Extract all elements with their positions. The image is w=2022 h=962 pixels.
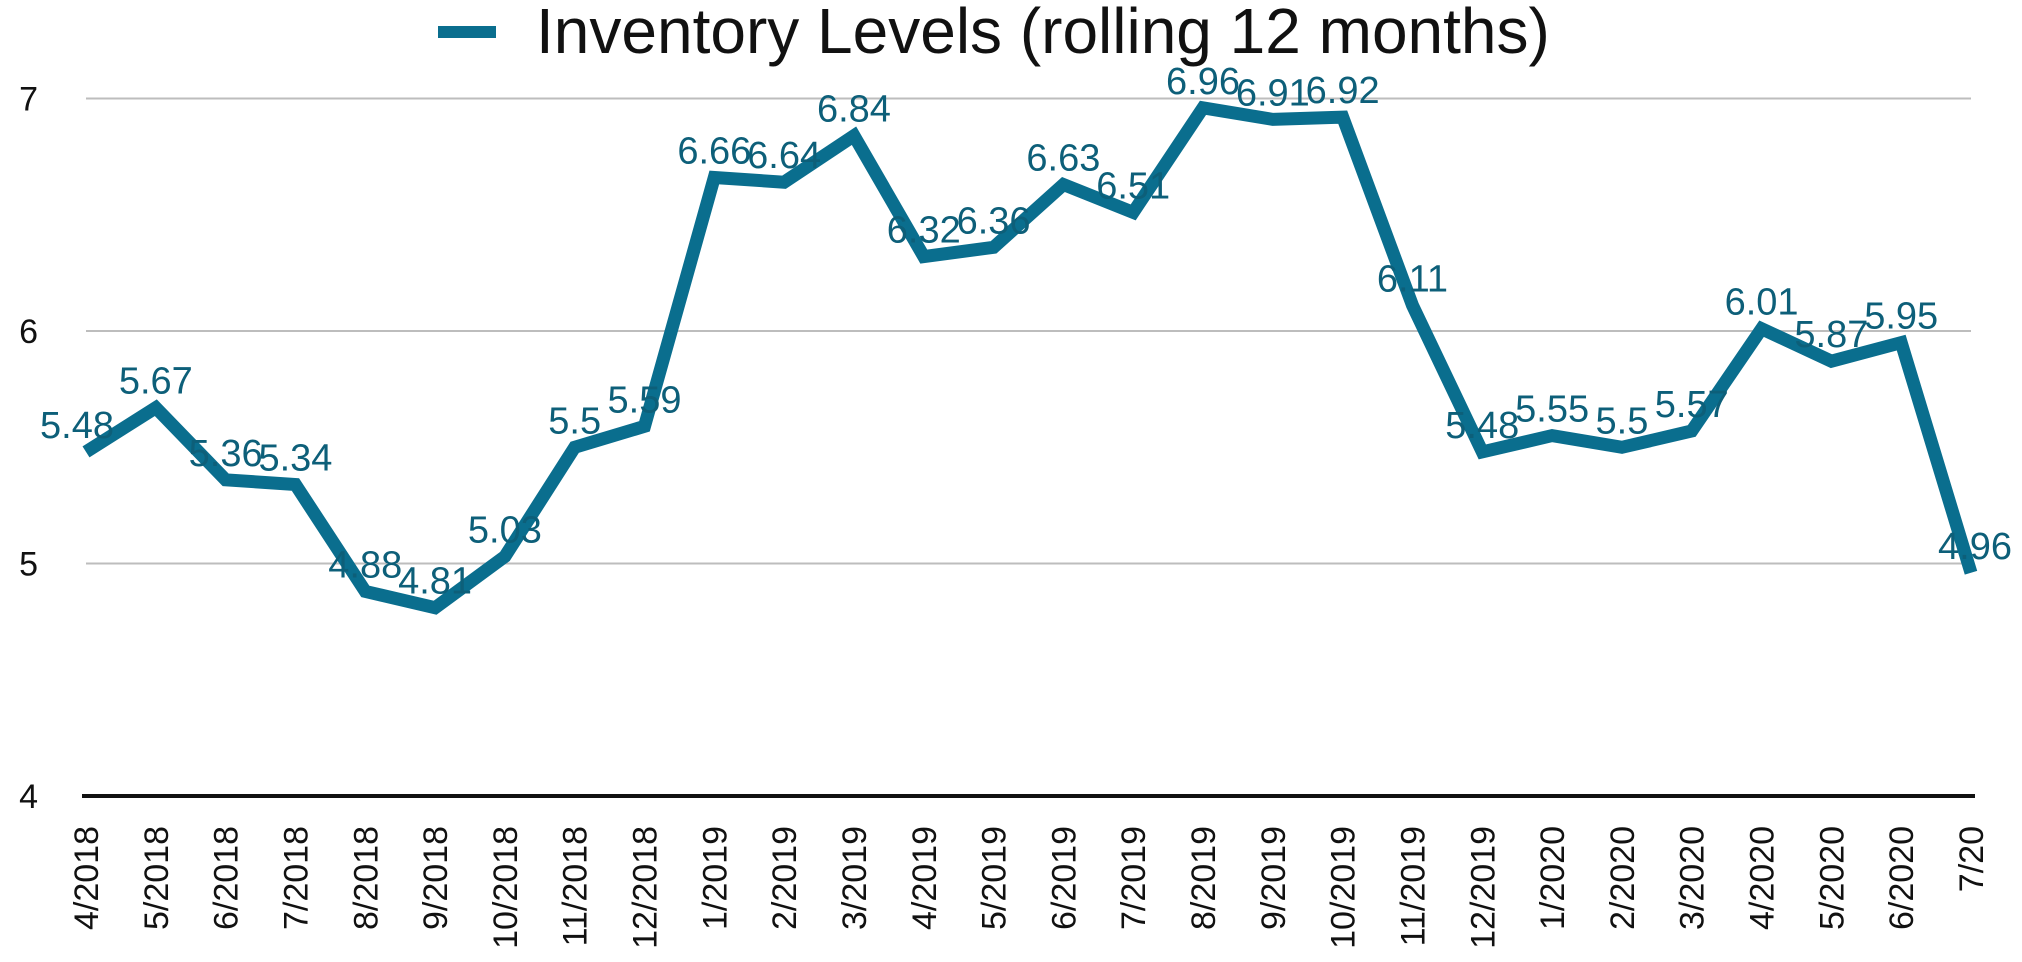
- y-tick-label: 4: [19, 778, 38, 816]
- data-label: 6.63: [1026, 138, 1100, 180]
- data-label: 6.11: [1377, 258, 1448, 300]
- x-tick-label: 5/2018: [138, 826, 176, 930]
- data-label: 5.5: [548, 400, 601, 442]
- series-line-layer: [82, 100, 1978, 615]
- data-label: 5.5: [1596, 400, 1649, 442]
- x-tick-label: 6/2020: [1883, 826, 1921, 930]
- x-tick-label: 2/2020: [1604, 826, 1642, 930]
- data-label: 5.57: [1655, 384, 1729, 426]
- gridlines: [86, 97, 1971, 565]
- y-axis-ticks: 4 5 6 7: [19, 81, 38, 817]
- x-tick-label: 6/2018: [208, 826, 246, 930]
- legend-label: Inventory Levels (rolling 12 months): [536, 0, 1550, 67]
- y-tick-label: 6: [19, 313, 38, 351]
- x-tick-label: 1/2020: [1534, 826, 1572, 930]
- x-tick-label: 4/2020: [1744, 826, 1782, 930]
- data-label: 4.88: [328, 544, 402, 586]
- x-tick-label: 10/2019: [1325, 826, 1363, 949]
- data-label: 6.36: [957, 200, 1031, 242]
- data-label: 6.01: [1725, 282, 1799, 324]
- data-label: 5.59: [608, 379, 682, 421]
- data-label: 5.48: [1445, 405, 1519, 447]
- y-tick-label: 5: [19, 546, 38, 584]
- x-tick-label: 7/2018: [277, 826, 315, 930]
- x-tick-label: 2/2019: [766, 826, 804, 930]
- x-tick-label: 6/2019: [1045, 826, 1083, 930]
- x-tick-label: 12/2018: [627, 826, 665, 949]
- data-label: 6.84: [817, 89, 891, 131]
- x-tick-label: 8/2019: [1185, 826, 1223, 930]
- x-tick-label: 5/2019: [976, 826, 1014, 930]
- x-tick-label: 10/2018: [487, 826, 525, 949]
- data-labels: 5.485.675.365.344.884.815.035.5 5.596.666…: [40, 61, 2012, 603]
- x-tick-label: 4/2018: [68, 826, 106, 930]
- data-label: 5.03: [468, 510, 542, 552]
- data-label: 6.96: [1166, 61, 1240, 103]
- x-tick-label: 1/2019: [696, 826, 734, 930]
- x-tick-label: 8/2018: [347, 826, 385, 930]
- x-tick-label: 3/2020: [1674, 826, 1712, 930]
- x-tick-label: 5/2020: [1813, 826, 1851, 930]
- x-tick-label: 9/2019: [1255, 826, 1293, 930]
- x-tick-label: 7/20: [1953, 826, 1991, 892]
- data-label: 5.55: [1515, 389, 1589, 431]
- data-label: 5.95: [1864, 296, 1938, 338]
- x-tick-label: 11/2019: [1394, 826, 1432, 946]
- data-label: 4.81: [398, 561, 472, 603]
- x-axis-ticks: 4/2018 5/2018 6/2018 7/2018 8/2018 9/2018 10/2…: [68, 826, 1991, 949]
- data-label: 5.34: [258, 437, 332, 479]
- y-tick-label: 7: [19, 81, 38, 119]
- x-tick-label: 11/2018: [557, 826, 595, 946]
- data-label: 5.36: [189, 433, 263, 475]
- data-label: 6.51: [1096, 165, 1170, 207]
- x-tick-label: 12/2019: [1464, 826, 1502, 949]
- x-tick-label: 3/2019: [836, 826, 874, 930]
- series-line: [82, 100, 1978, 615]
- data-label: 6.91: [1236, 72, 1310, 114]
- x-tick-label: 7/2019: [1115, 826, 1153, 930]
- data-label: 5.48: [40, 405, 114, 447]
- data-label: 6.32: [887, 210, 961, 252]
- x-tick-label: 4/2019: [906, 826, 944, 930]
- legend: Inventory Levels (rolling 12 months): [438, 0, 1550, 67]
- data-label: 4.96: [1938, 526, 2012, 568]
- x-tick-label: 9/2018: [417, 826, 455, 930]
- data-label: 6.66: [677, 131, 751, 173]
- data-label: 6.92: [1306, 70, 1380, 112]
- data-label: 6.64: [747, 135, 821, 177]
- data-label: 5.87: [1794, 314, 1868, 356]
- data-label: 5.67: [119, 361, 193, 403]
